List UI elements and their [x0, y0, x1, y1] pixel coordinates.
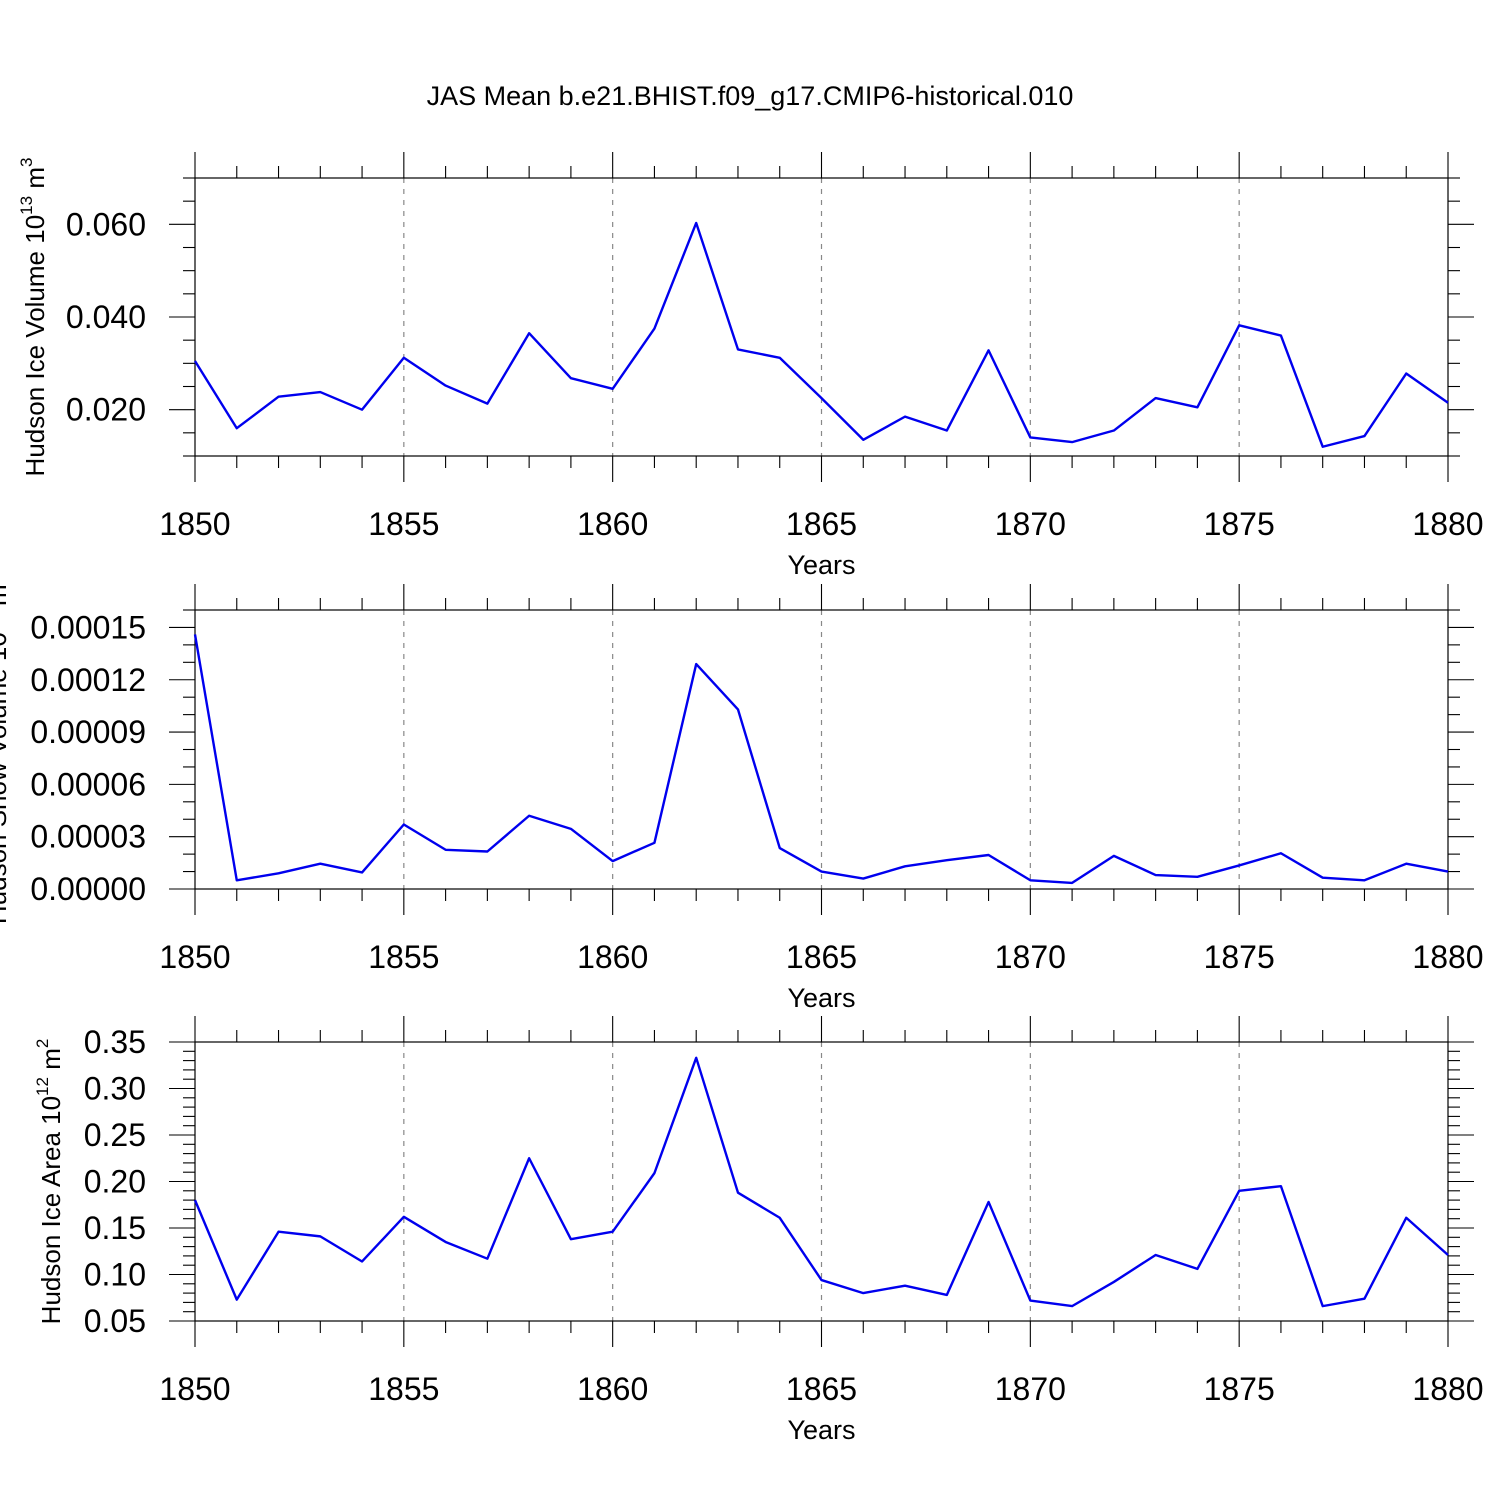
chart-title: JAS Mean b.e21.BHIST.f09_g17.CMIP6-histo…	[427, 81, 1074, 111]
x-axis-label: Years	[787, 550, 855, 580]
plot-frame	[194, 177, 1449, 457]
x-tick-label: 1860	[577, 1371, 648, 1407]
x-tick-label: 1855	[368, 506, 439, 542]
panel-3: 1850 1855 1860 1865 1870 1875 1880 0.05 0.10 0.15…	[33, 1016, 1484, 1445]
x-tick-label: 1860	[577, 506, 648, 542]
x-tick-label: 1850	[159, 506, 230, 542]
series-line	[193, 634, 1449, 885]
y-tick-label: 0.20	[84, 1164, 146, 1200]
y-tick-label: 0.00009	[30, 714, 146, 750]
y-axis-label-unit-exponent: 3	[17, 158, 36, 167]
x-tick-label: 1870	[995, 939, 1066, 975]
y-tick-label: 0.00006	[30, 766, 146, 802]
y-tick-label: 0.35	[84, 1024, 146, 1060]
y-tick-label: 0.25	[84, 1117, 146, 1153]
x-tick-label: 1860	[577, 939, 648, 975]
y-tick-label: 0.040	[66, 299, 146, 335]
y-tick-label: 0.00003	[30, 819, 146, 855]
y-tick-label: 0.060	[66, 206, 146, 242]
x-tick-label: 1850	[159, 1371, 230, 1407]
y-axis-label: Hudson Ice Area 1012 m2	[33, 1039, 66, 1325]
y-axis-label-text: Hudson Ice Area 10	[36, 1096, 66, 1324]
y-tick-label: 0.00000	[30, 871, 146, 907]
x-tick-label: 1880	[1412, 939, 1483, 975]
x-tick-label: 1865	[786, 939, 857, 975]
y-axis-label-exponent: 12	[33, 1077, 52, 1096]
x-tick-label: 1865	[786, 506, 857, 542]
x-tick-label: 1880	[1412, 506, 1483, 542]
y-axis-label-exponent: 13	[17, 196, 36, 215]
x-tick-label: 1855	[368, 939, 439, 975]
x-tick-label: 1870	[995, 506, 1066, 542]
y-tick-label: 0.05	[84, 1303, 146, 1339]
panel-1: 1850 1855 1860 1865 1870 1875 1880 0.020 0.040 0.…	[17, 152, 1484, 580]
x-tick-label: 1865	[786, 1371, 857, 1407]
series-line	[193, 1056, 1449, 1308]
x-tick-label: 1870	[995, 1371, 1066, 1407]
y-axis-label-unit-exponent: 2	[33, 1039, 52, 1048]
x-tick-label: 1875	[1204, 939, 1275, 975]
y-axis-label-text: Hudson Ice Volume 10	[20, 215, 50, 477]
y-tick-label: 0.00015	[30, 609, 146, 645]
y-axis-label: Hudson Ice Volume 1013 m3	[17, 158, 50, 477]
x-tick-label: 1850	[159, 939, 230, 975]
y-axis-label-text: Hudson Snow Volume 10	[0, 632, 12, 924]
x-tick-label: 1875	[1204, 506, 1275, 542]
plot-frame	[194, 609, 1449, 890]
y-axis-label: Hudson Snow Volume 1013 m3	[0, 575, 12, 924]
y-tick-label: 0.30	[84, 1071, 146, 1107]
x-tick-label: 1855	[368, 1371, 439, 1407]
x-tick-label: 1875	[1204, 1371, 1275, 1407]
y-tick-label: 0.15	[84, 1210, 146, 1246]
x-tick-label: 1880	[1412, 1371, 1483, 1407]
plot-frame	[194, 1041, 1449, 1322]
x-axis-label: Years	[787, 983, 855, 1013]
series-line	[193, 221, 1449, 448]
y-tick-label: 0.020	[66, 392, 146, 428]
y-axis-label-unit: m	[20, 167, 50, 196]
panel-2: 1850 1855 1860 1865 1870 1875 1880 0.00000 0.000…	[0, 575, 1484, 1013]
y-tick-label: 0.00012	[30, 662, 146, 698]
y-tick-label: 0.10	[84, 1257, 146, 1293]
x-axis-label: Years	[787, 1415, 855, 1445]
y-axis-label-unit: m	[36, 1048, 66, 1077]
y-axis-label-unit: m	[0, 584, 12, 613]
